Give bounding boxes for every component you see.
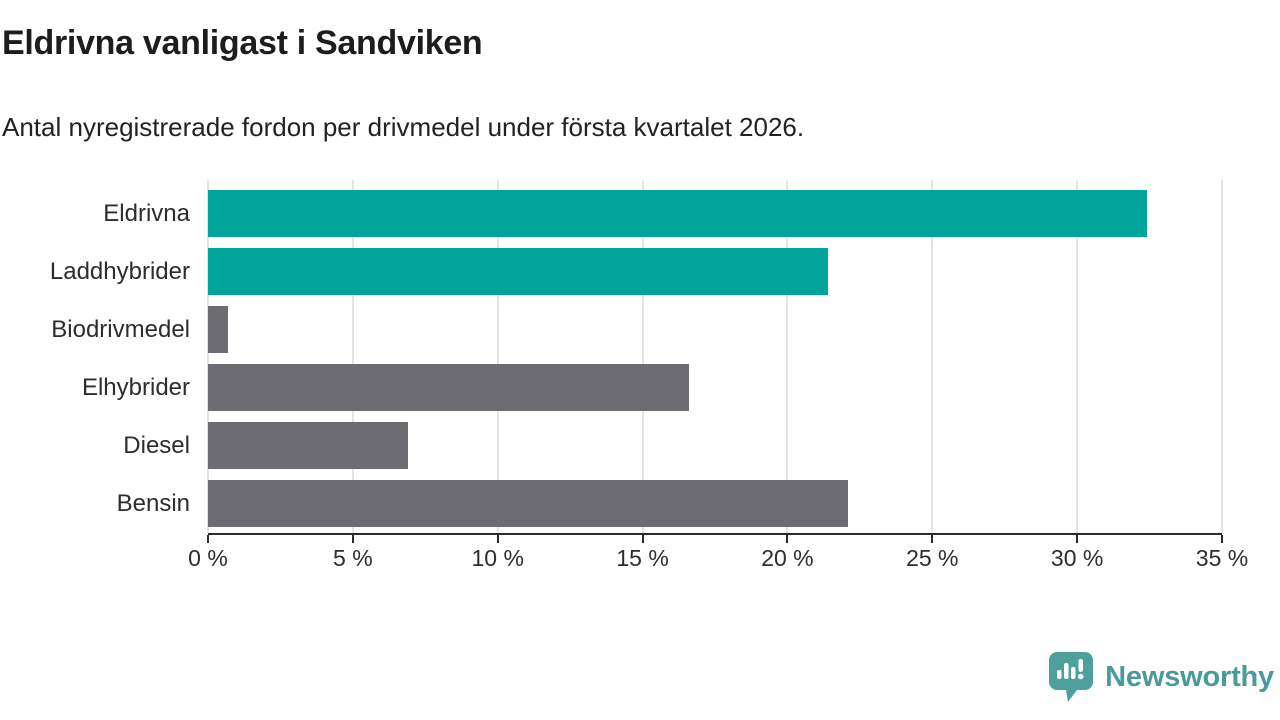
plot-area	[207, 180, 1223, 535]
category-label: Laddhybrider	[49, 258, 190, 285]
category-label: Bensin	[116, 490, 190, 517]
category-label: Diesel	[123, 432, 190, 459]
x-tick-label: 25 %	[906, 545, 959, 571]
bar	[208, 364, 689, 411]
chart-title: Eldrivna vanligast i Sandviken	[2, 24, 483, 62]
x-tick-label: 5 %	[333, 545, 373, 571]
bar-chart: Eldrivna Laddhybrider Biodrivmedel Elhybrid…	[0, 180, 1280, 580]
bar	[208, 422, 408, 469]
x-gridline	[207, 180, 209, 533]
x-tick-label: 30 %	[1050, 545, 1104, 571]
x-gridline	[1076, 180, 1079, 533]
x-gridline	[786, 180, 789, 533]
x-gridline	[931, 180, 934, 533]
category-label: Biodrivmedel	[51, 316, 190, 343]
x-gridline	[496, 180, 499, 533]
category-label: Eldrivna	[103, 200, 190, 227]
x-tick-label: 15 %	[616, 545, 669, 571]
x-tick-mark	[931, 535, 934, 543]
x-axis: 0 % 5 % 10 % 15 % 20 % 25 % 30 % 35 %	[188, 535, 1248, 580]
category-label: Elhybrider	[81, 374, 190, 401]
x-tick-mark	[207, 535, 209, 543]
x-tick-label: 0 %	[188, 545, 228, 571]
bar	[208, 190, 1147, 237]
newsworthy-icon	[1049, 652, 1094, 702]
x-tick-mark	[1076, 535, 1079, 543]
bar	[208, 306, 229, 353]
category-labels: Eldrivna Laddhybrider Biodrivmedel Elhybrid…	[0, 180, 190, 533]
x-gridline	[1221, 180, 1223, 533]
x-tick-mark	[641, 535, 644, 543]
x-tick-mark	[351, 535, 354, 543]
x-tick-mark	[786, 535, 789, 543]
newsworthy-wordmark: Newsworthy	[1105, 660, 1274, 693]
chart-subtitle: Antal nyregistrerade fordon per drivmede…	[2, 112, 805, 142]
x-tick-mark	[1221, 535, 1223, 543]
x-gridline	[641, 180, 644, 533]
bar	[208, 480, 849, 527]
x-tick-label: 35 %	[1195, 545, 1249, 571]
x-tick-label: 20 %	[761, 545, 814, 571]
x-tick-label: 10 %	[471, 545, 524, 571]
x-tick-mark	[496, 535, 499, 543]
newsworthy-logo: Newsworthy	[1046, 650, 1274, 704]
bar	[208, 248, 828, 295]
x-gridline	[351, 180, 354, 533]
